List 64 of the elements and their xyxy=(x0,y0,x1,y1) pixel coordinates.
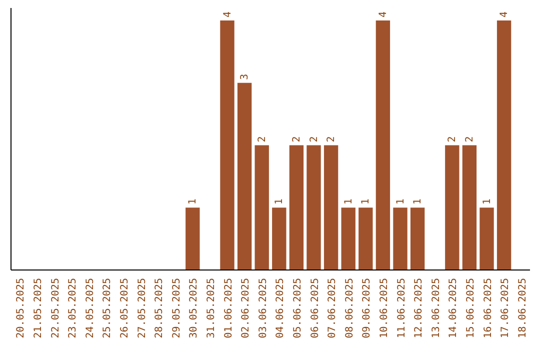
data-label: 1 xyxy=(395,198,406,205)
x-tick-label: 18.06.2025 xyxy=(517,278,528,338)
data-label: 2 xyxy=(447,136,458,142)
bar xyxy=(393,208,408,270)
x-tick-label: 17.06.2025 xyxy=(500,278,512,338)
bar xyxy=(376,20,390,270)
x-tick-label: 15.06.2025 xyxy=(465,278,476,338)
x-tick-label: 26.05.2025 xyxy=(119,278,130,338)
data-label: 1 xyxy=(274,198,286,205)
x-tick-label: 14.06.2025 xyxy=(448,278,460,338)
data-label: 2 xyxy=(256,136,268,142)
x-tick-label: 10.06.2025 xyxy=(378,278,390,338)
bar xyxy=(254,145,269,270)
data-label: 2 xyxy=(326,136,338,142)
x-tick-label: 09.06.2025 xyxy=(362,278,373,338)
x-tick-label: 24.05.2025 xyxy=(84,278,96,338)
x-tick-label: 03.06.2025 xyxy=(258,278,269,338)
data-label: 2 xyxy=(464,136,476,142)
x-tick-label: 21.05.2025 xyxy=(32,278,44,338)
x-tick-label: 25.05.2025 xyxy=(102,278,114,338)
bar xyxy=(220,20,234,270)
x-tick-label: 08.06.2025 xyxy=(344,278,356,338)
data-label: 1 xyxy=(343,198,354,205)
bar xyxy=(496,20,512,270)
data-label: 4 xyxy=(222,11,234,18)
data-label: 1 xyxy=(188,198,199,205)
data-label: 1 xyxy=(482,198,493,205)
x-tick-label: 05.06.2025 xyxy=(292,278,304,338)
x-tick-label: 01.06.2025 xyxy=(223,278,234,338)
x-tick-label: 31.05.2025 xyxy=(206,278,217,338)
bar xyxy=(289,145,304,270)
bar xyxy=(462,145,477,270)
x-tick-label: 11.06.2025 xyxy=(396,278,408,338)
data-label: 2 xyxy=(291,136,302,142)
bar xyxy=(480,208,494,270)
x-tick-label: 07.06.2025 xyxy=(327,278,338,338)
data-label: 2 xyxy=(308,136,320,142)
x-tick-label: 13.06.2025 xyxy=(430,278,442,338)
x-tick-label: 16.06.2025 xyxy=(482,278,494,338)
x-tick-label: 22.05.2025 xyxy=(50,278,62,338)
bar xyxy=(341,208,356,270)
data-label: 3 xyxy=(240,74,251,80)
bar xyxy=(306,145,321,270)
data-label: 4 xyxy=(499,11,510,18)
x-tick-label: 30.05.2025 xyxy=(188,278,200,338)
x-tick-label: 23.05.2025 xyxy=(68,278,79,338)
x-tick-label: 04.06.2025 xyxy=(275,278,286,338)
data-label: 1 xyxy=(360,198,372,205)
data-label: 1 xyxy=(412,198,424,205)
x-tick-label: 27.05.2025 xyxy=(136,278,148,338)
bar xyxy=(410,208,425,270)
bar xyxy=(186,208,200,270)
x-tick-label: 28.05.2025 xyxy=(154,278,166,338)
bar xyxy=(358,208,373,270)
data-label: 4 xyxy=(378,11,389,18)
x-tick-label: 06.06.2025 xyxy=(310,278,321,338)
x-tick-label: 12.06.2025 xyxy=(414,278,425,338)
x-tick-label: 02.06.2025 xyxy=(240,278,252,338)
x-tick-label: 20.05.2025 xyxy=(16,278,27,338)
x-tick-label: 29.05.2025 xyxy=(171,278,182,338)
bar xyxy=(324,145,338,270)
bar xyxy=(445,145,460,270)
bar xyxy=(237,82,252,270)
bar xyxy=(272,208,286,270)
